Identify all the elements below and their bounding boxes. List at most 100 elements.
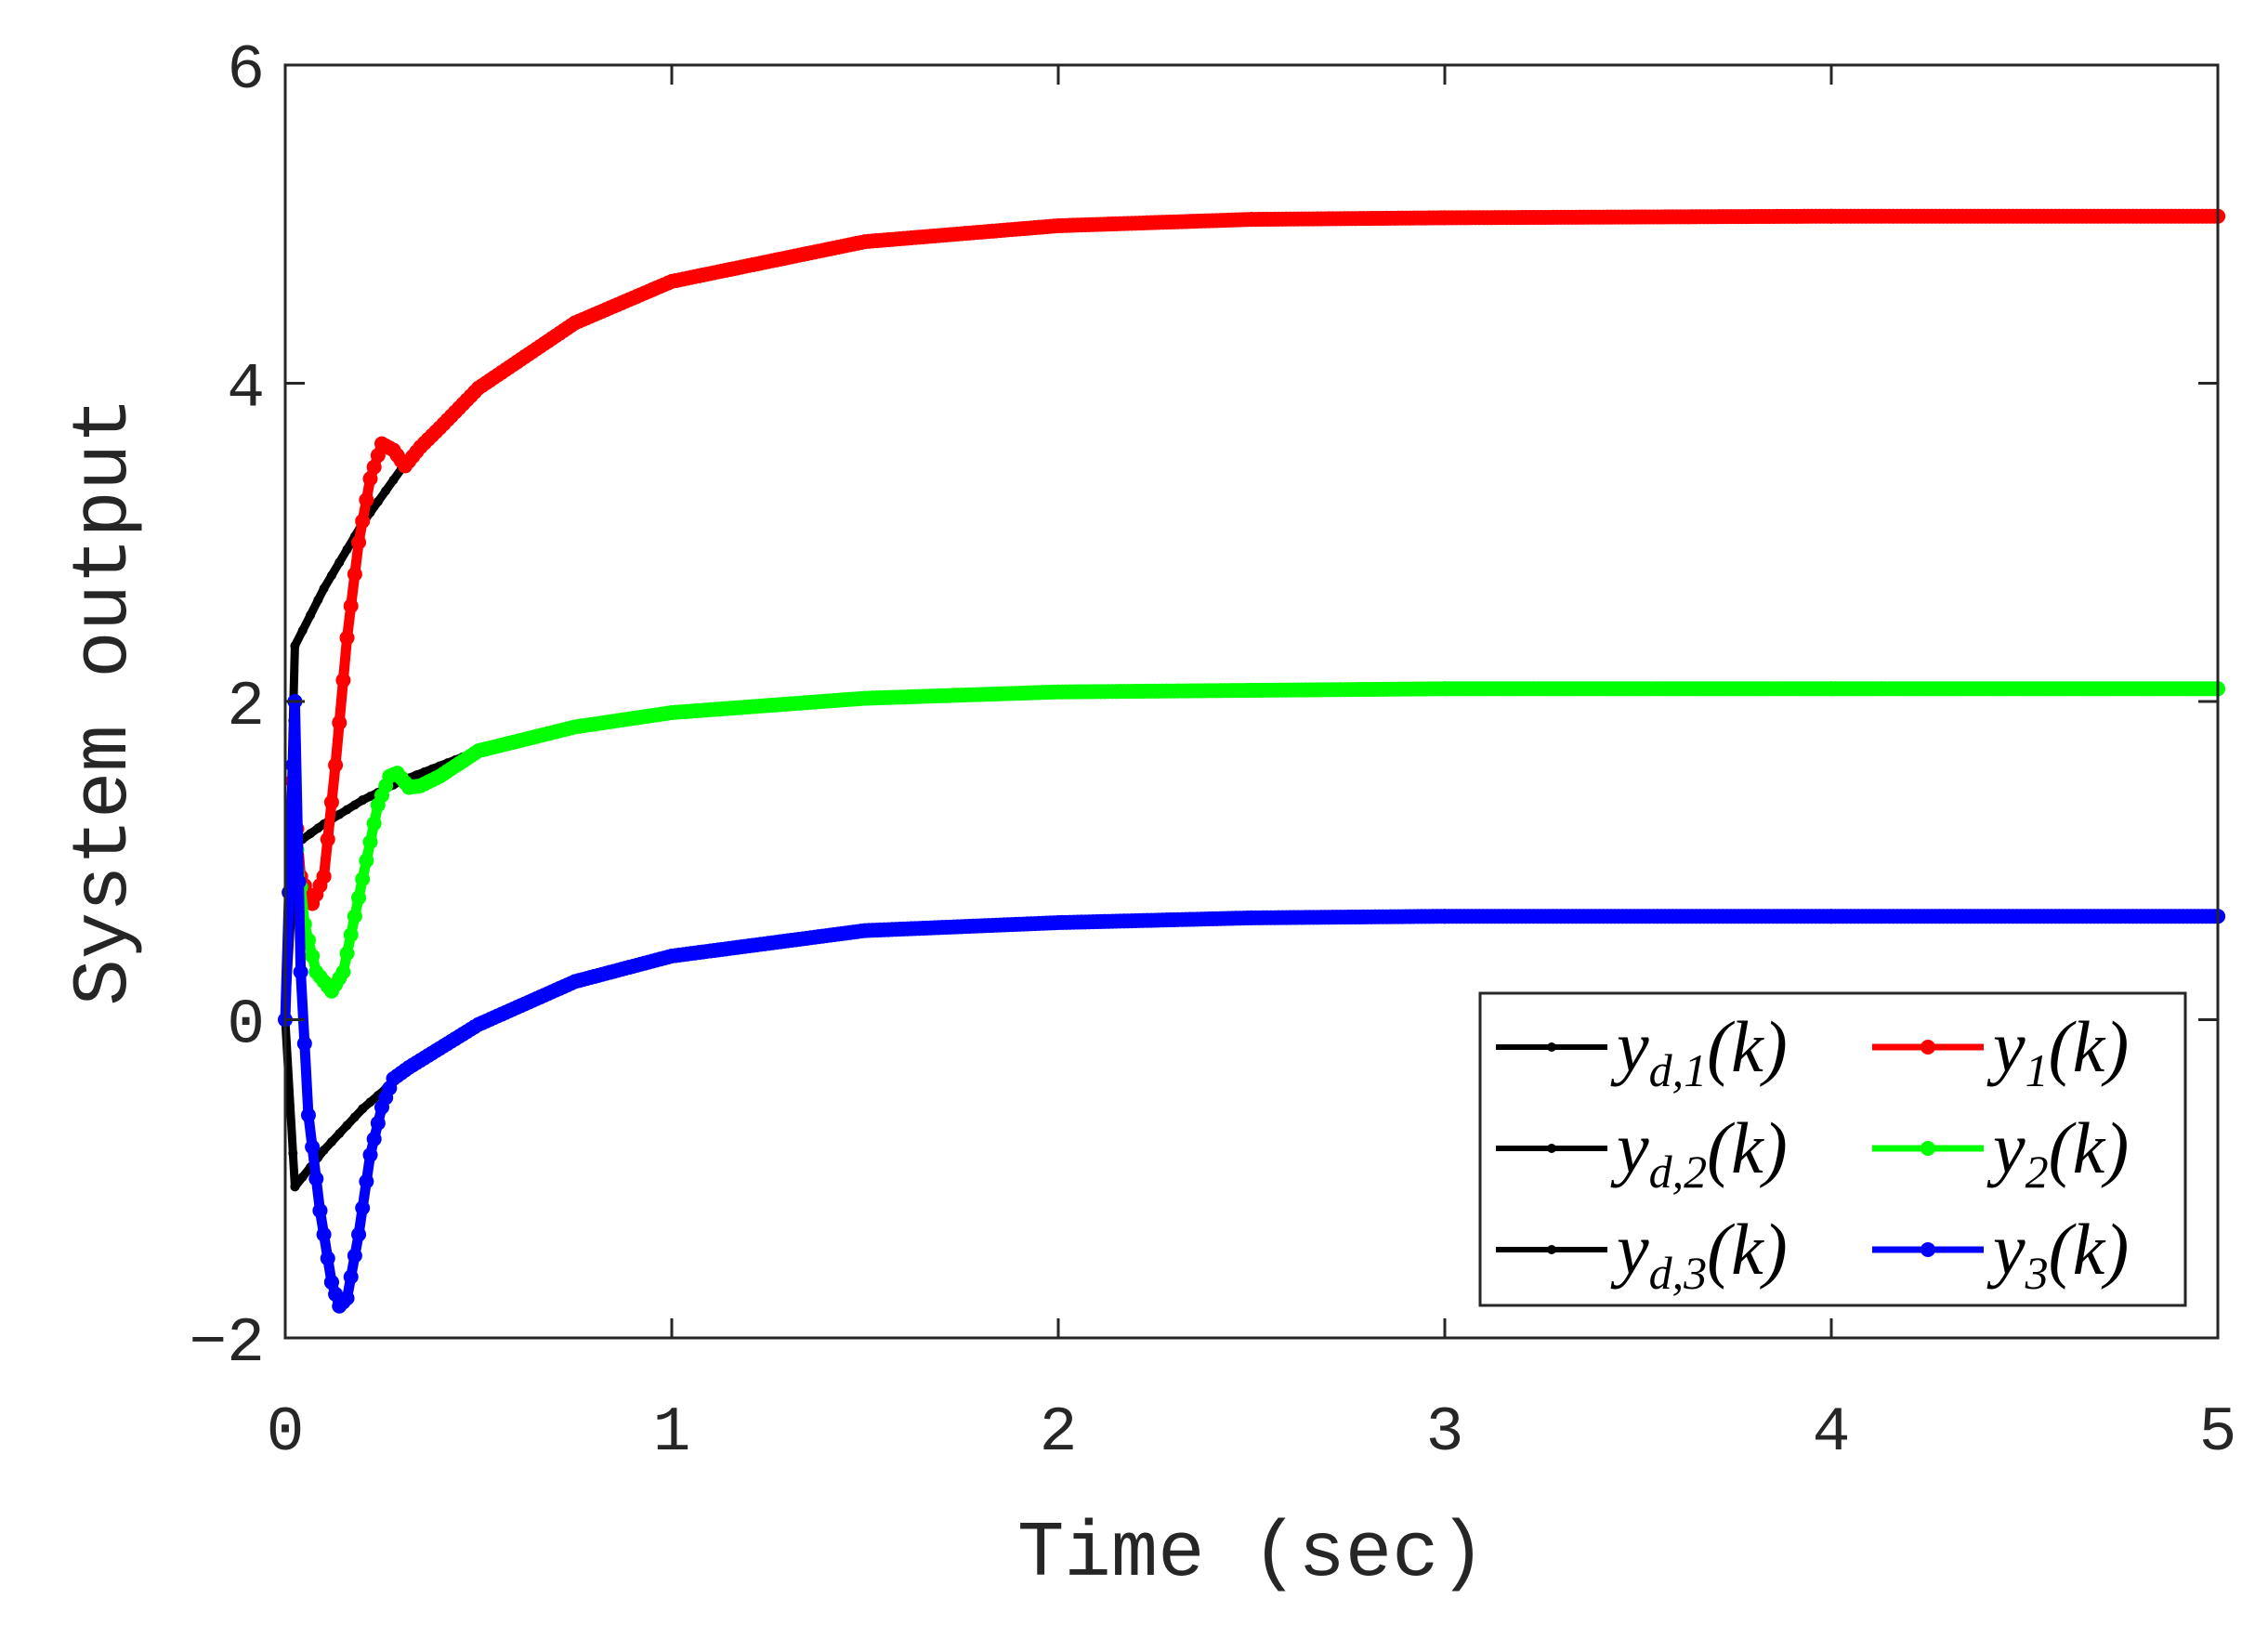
data-point (290, 1182, 300, 1192)
data-point (349, 1112, 360, 1122)
data-point (306, 610, 316, 621)
legend-marker (1921, 1242, 1935, 1257)
x-tick-label: 2 (1040, 1397, 1078, 1469)
data-point (297, 625, 308, 636)
data-point (347, 909, 362, 924)
legend-label: yd,3(k) (1610, 1209, 1788, 1299)
data-point (365, 792, 375, 802)
legend-entry: y1(k) (1872, 1006, 2129, 1096)
data-point (290, 641, 300, 651)
data-point (328, 757, 344, 773)
data-point (349, 800, 360, 810)
legend-label: y3(k) (1986, 1209, 2129, 1299)
x-tick-label: 0 (267, 1397, 305, 1469)
data-point (313, 595, 323, 605)
data-point (355, 871, 371, 887)
data-point (297, 1172, 308, 1182)
data-point (351, 1226, 367, 1242)
data-point (355, 1200, 371, 1216)
legend-label: yd,2(k) (1610, 1107, 1788, 1198)
data-point (373, 496, 383, 506)
data-point (293, 964, 308, 980)
data-point (343, 927, 359, 943)
legend-entry: y3(k) (1872, 1209, 2129, 1299)
x-axis-label: Time (sec) (1017, 1511, 1486, 1599)
data-point (335, 964, 351, 980)
data-point (342, 805, 352, 815)
legend-marker (1547, 1144, 1556, 1153)
data-point (347, 567, 362, 582)
legend-marker (1547, 1042, 1556, 1052)
legend-marker (1921, 1141, 1935, 1156)
y-tick-label: 2 (227, 672, 265, 743)
data-point (351, 890, 367, 906)
data-point (316, 1226, 332, 1242)
data-point (359, 1173, 374, 1189)
data-point (319, 1145, 329, 1155)
data-point (326, 570, 336, 581)
data-point (319, 583, 329, 594)
data-point (316, 869, 332, 885)
y-tick-label: 0 (227, 990, 265, 1062)
data-point (366, 1131, 382, 1147)
data-point (366, 459, 382, 475)
data-point (320, 832, 335, 847)
data-point (312, 1203, 328, 1218)
data-point (326, 1137, 336, 1147)
legend-label: yd,1(k) (1610, 1006, 1788, 1096)
data-point (388, 475, 399, 485)
data-point (296, 1036, 312, 1052)
legend-label: y2(k) (1986, 1107, 2129, 1198)
data-point (339, 946, 355, 962)
y-tick-label: 4 (227, 354, 265, 426)
legend-entry: yd,3(k) (1496, 1209, 1788, 1299)
x-tick-label: 1 (653, 1397, 691, 1469)
y-tick-label: −2 (189, 1308, 265, 1380)
data-point (305, 949, 321, 963)
data-point (342, 544, 352, 555)
data-point (335, 673, 351, 688)
y-axis-label: System output (61, 397, 150, 1005)
data-point (300, 1107, 316, 1123)
data-point (332, 714, 347, 730)
data-point (362, 834, 378, 850)
series-5 (285, 681, 2225, 999)
data-point (359, 492, 374, 508)
data-point (358, 1104, 368, 1114)
data-point (343, 598, 359, 614)
data-point (323, 1275, 339, 1291)
data-point (412, 770, 422, 780)
data-point (306, 829, 316, 839)
data-point (381, 486, 391, 496)
data-point (285, 757, 301, 773)
data-point (343, 1269, 359, 1285)
data-point (358, 795, 368, 806)
data-point (288, 1148, 298, 1159)
x-tick-label: 5 (2199, 1397, 2237, 1469)
legend-entry: yd,1(k) (1496, 1006, 1788, 1096)
data-point (347, 1248, 362, 1264)
legend-entry: yd,2(k) (1496, 1107, 1788, 1198)
legend-label: y1(k) (1986, 1006, 2129, 1096)
data-point (359, 853, 374, 869)
data-point (419, 767, 429, 777)
x-tick-label: 3 (1426, 1397, 1464, 1469)
y-tick-label: 6 (227, 35, 265, 107)
data-point (365, 1097, 375, 1107)
data-point (334, 809, 345, 819)
x-tick-label: 4 (1813, 1397, 1851, 1469)
legend-marker (1547, 1245, 1556, 1254)
data-point (334, 1129, 345, 1139)
series-layer (278, 208, 2225, 1314)
legend: yd,1(k) yd,2(k) yd,3(k) y1(k) y2(k) y3(k) (1478, 991, 2187, 1307)
data-point (339, 1291, 355, 1306)
data-point (334, 557, 345, 568)
data-point (351, 534, 367, 550)
legend-entry: y2(k) (1872, 1107, 2129, 1198)
data-point (308, 1171, 324, 1186)
data-point (370, 1115, 386, 1131)
data-point (366, 816, 382, 832)
legend-marker (1921, 1040, 1935, 1055)
